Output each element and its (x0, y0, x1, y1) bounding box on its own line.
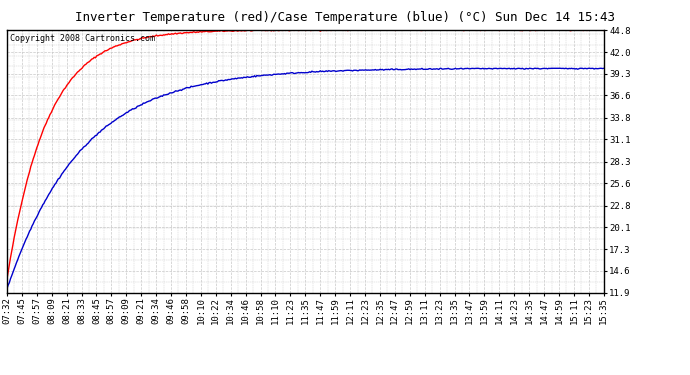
Text: Copyright 2008 Cartronics.com: Copyright 2008 Cartronics.com (10, 34, 155, 43)
Text: Inverter Temperature (red)/Case Temperature (blue) (°C) Sun Dec 14 15:43: Inverter Temperature (red)/Case Temperat… (75, 11, 615, 24)
